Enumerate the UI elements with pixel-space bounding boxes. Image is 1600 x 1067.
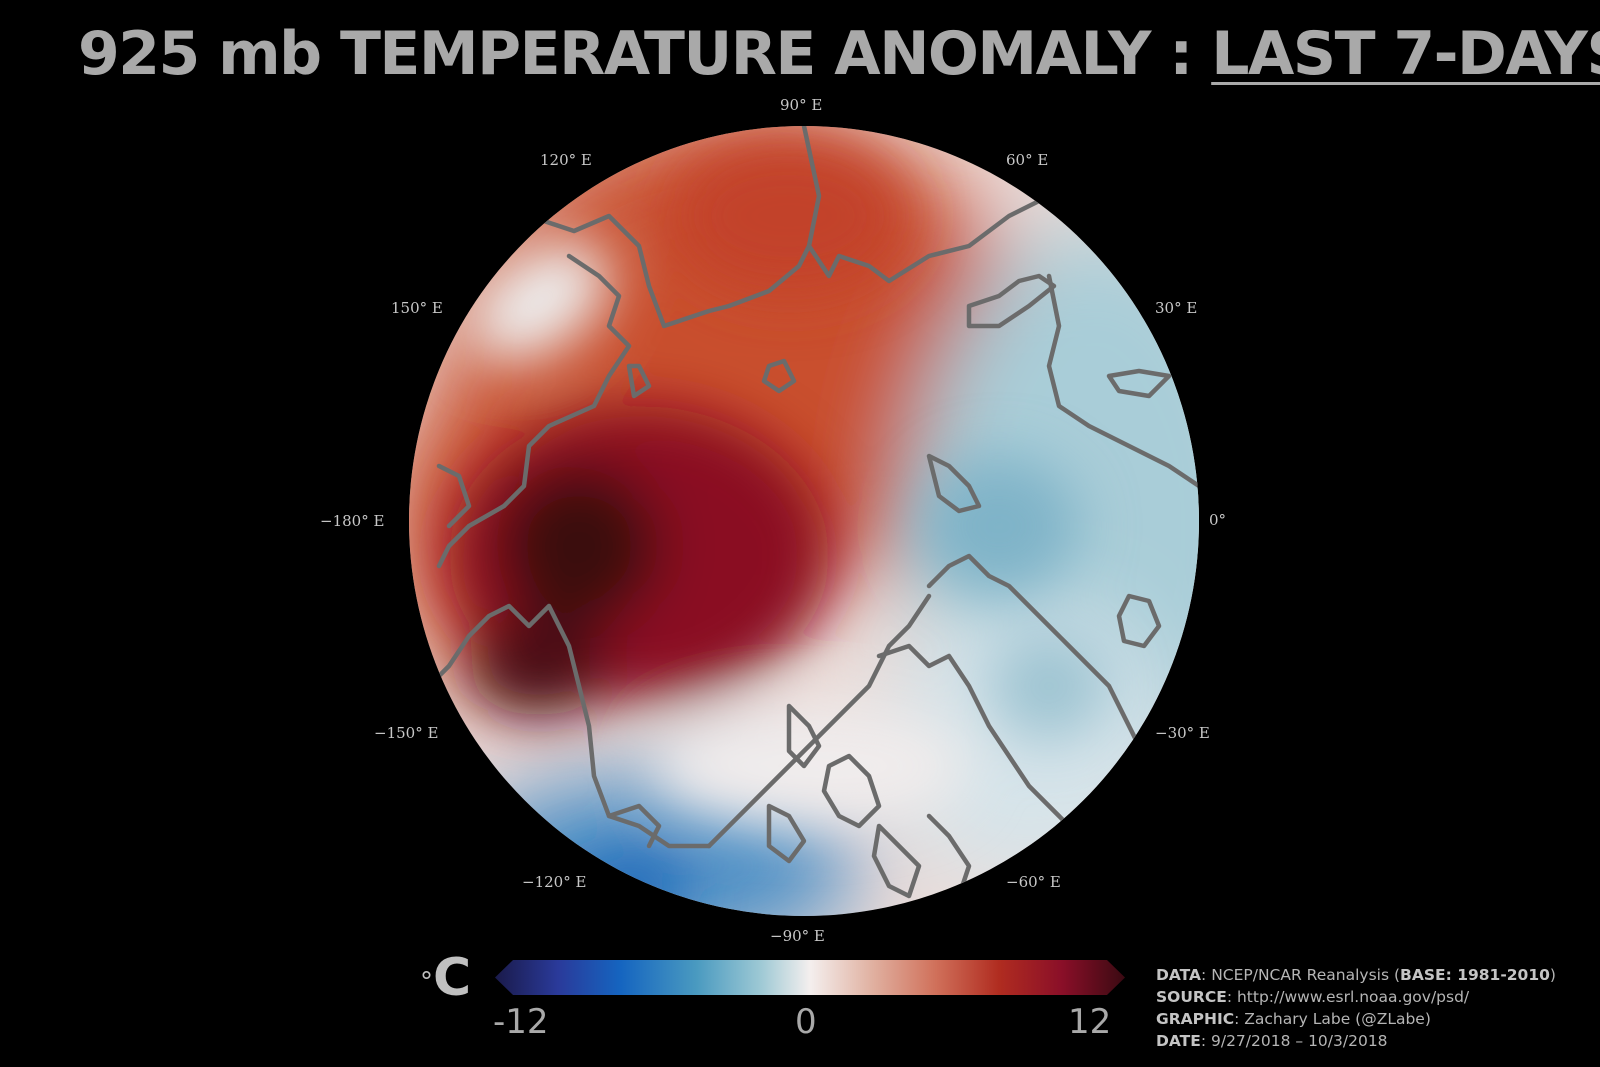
colorbar-mid-label: 0 <box>795 1002 817 1042</box>
lon-label-30e: 30° E <box>1155 299 1198 317</box>
lon-label-60e: 60° E <box>1006 151 1049 169</box>
polar-map[interactable] <box>409 126 1199 916</box>
credit-date: DATE: 9/27/2018 – 10/3/2018 <box>1156 1032 1388 1050</box>
title-period: LAST 7-DAYS <box>1211 19 1600 89</box>
credit-source: SOURCE: http://www.esrl.noaa.gov/psd/ <box>1156 988 1470 1006</box>
colorbar-min-label: -12 <box>493 1002 549 1042</box>
lon-label-minus180e: −180° E <box>320 512 385 530</box>
unit-letter: C <box>433 948 472 1008</box>
colorbar-max-label: 12 <box>1068 1002 1112 1042</box>
coastlines <box>426 126 1199 899</box>
lon-label-minus30e: −30° E <box>1155 724 1210 742</box>
lon-label-0: 0° <box>1209 511 1227 529</box>
degree-symbol: ° <box>420 967 433 997</box>
lon-label-minus120e: −120° E <box>522 873 587 891</box>
anomaly-field <box>409 126 1199 916</box>
title-main: 925 mb TEMPERATURE ANOMALY : <box>78 19 1212 89</box>
page-title: 925 mb TEMPERATURE ANOMALY : LAST 7-DAYS <box>78 18 1600 90</box>
source-link[interactable]: http://www.esrl.noaa.gov/psd/ <box>1236 988 1470 1006</box>
lon-label-90e: 90° E <box>780 96 823 114</box>
credit-graphic: GRAPHIC: Zachary Labe (@ZLabe) <box>1156 1010 1431 1028</box>
lon-label-minus60e: −60° E <box>1006 873 1061 891</box>
lon-label-120e: 120° E <box>540 151 592 169</box>
lon-label-minus90e: −90° E <box>770 927 825 945</box>
unit-label: °C <box>420 950 471 1006</box>
lon-label-minus150e: −150° E <box>374 724 439 742</box>
lon-label-150e: 150° E <box>391 299 443 317</box>
colorbar <box>495 960 1125 995</box>
credit-data: DATA: NCEP/NCAR Reanalysis (BASE: 1981-2… <box>1156 966 1556 984</box>
credits: DATA: NCEP/NCAR Reanalysis (BASE: 1981-2… <box>1156 964 1556 1052</box>
